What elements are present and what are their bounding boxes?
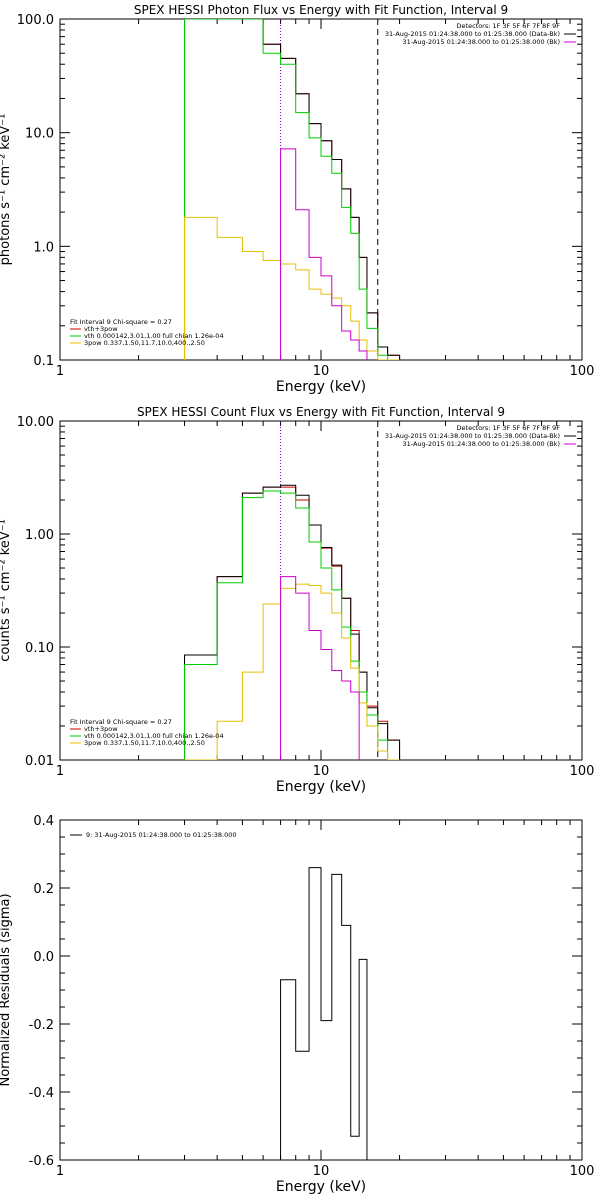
residuals-panel: 1 10 100 -0.6 -0.4 -0.2 0.0 0.2 0.4 Energy (keV) N… xyxy=(0,814,594,1195)
data-layer xyxy=(280,867,368,1160)
x-tick-label: 1 xyxy=(56,1164,64,1179)
legend-tl-text: 9: 31-Aug-2015 01:24:38.000 to 01:25:38.… xyxy=(86,831,237,839)
series-2-histogram xyxy=(184,19,400,360)
legend-bl-text: vth+3pow xyxy=(84,325,118,333)
count-flux-panel: 1 10 100 0.01 0.10 1.00 10.00 SPEX HESSI Count … xyxy=(0,405,594,795)
y-tick-label: 1.0 xyxy=(33,240,54,255)
legend-bl-text: 3pow 0.337,1.50,11.7,10.0,400.,2.50 xyxy=(84,339,205,347)
legend-bl-text: vth 0.000142,3.01,1.00 full chian 1.26e-… xyxy=(84,732,224,740)
series-3-histogram xyxy=(184,583,400,760)
y-tick-label: -0.4 xyxy=(29,1086,54,1101)
legend-bl-text: vth+3pow xyxy=(84,725,118,733)
y-axis-label: Normalized Residuals (sigma) xyxy=(0,893,13,1086)
series-4-histogram xyxy=(280,576,360,760)
y-axis-label: photons s⁻¹ cm⁻² keV⁻¹ xyxy=(0,114,13,266)
series-3-histogram xyxy=(184,216,400,360)
legend-bl-text: Fit Interval 9 Chi-square = 0.27 xyxy=(70,718,172,726)
legend-bl-text: vth 0.000142,3.01,1.00 full chian 1.26e-… xyxy=(84,332,224,340)
data-layer xyxy=(184,484,401,760)
legend-bl-text: Fit Interval 9 Chi-square = 0.27 xyxy=(70,318,172,326)
series-4-histogram xyxy=(280,148,368,360)
legend-tr-text: 31-Aug-2015 01:24:38.000 to 01:25:38.000… xyxy=(385,432,560,440)
plot-frame xyxy=(59,18,583,361)
y-tick-label: 0.0 xyxy=(33,950,54,965)
legend-tr-text: 31-Aug-2015 01:24:38.000 to 01:25:38.000… xyxy=(403,38,560,46)
x-tick-label: 10 xyxy=(313,364,330,379)
series-0-histogram xyxy=(280,867,368,1160)
legend-tr-text: Detectors: 1F 3F 5F 6F 7F 8F 9F xyxy=(457,424,561,432)
y-tick-label: 0.10 xyxy=(25,641,54,656)
x-tick-label: 10 xyxy=(313,764,330,779)
y-tick-label: 10.00 xyxy=(17,415,54,430)
chart-title: SPEX HESSI Count Flux vs Energy with Fit… xyxy=(137,405,505,419)
y-tick-label: 0.1 xyxy=(33,354,54,369)
x-axis-label: Energy (keV) xyxy=(276,779,366,795)
y-tick-label: 0.01 xyxy=(25,754,54,769)
legend-bl-text: 3pow 0.337,1.50,11.7,10.0,400.,2.50 xyxy=(84,739,205,747)
y-tick-label: -0.6 xyxy=(29,1154,54,1169)
x-axis-label: Energy (keV) xyxy=(276,379,366,395)
x-tick-label: 10 xyxy=(313,1164,330,1179)
y-axis-label: counts s⁻¹ cm⁻² keV⁻¹ xyxy=(0,519,13,662)
series-1-histogram xyxy=(184,484,401,760)
x-tick-label: 100 xyxy=(570,764,595,779)
y-tick-label: 100.0 xyxy=(17,13,54,28)
data-layer xyxy=(184,19,401,360)
x-axis-label: Energy (keV) xyxy=(276,1179,366,1195)
x-tick-label: 100 xyxy=(570,364,595,379)
y-tick-label: 0.4 xyxy=(33,814,54,829)
chart-title: SPEX HESSI Photon Flux vs Energy with Fi… xyxy=(134,3,508,17)
legend-tr-text: Detectors: 1F 3F 5F 6F 7F 8F 9F xyxy=(457,22,561,30)
photon-flux-panel: 1 10 100 0.1 1.0 10.0 100.0 SPEX HESSI Photon F… xyxy=(0,3,594,395)
y-tick-label: 1.00 xyxy=(25,528,54,543)
x-tick-label: 1 xyxy=(56,764,64,779)
y-tick-label: 10.0 xyxy=(25,127,54,142)
x-tick-label: 100 xyxy=(570,1164,595,1179)
legend-tr-text: 31-Aug-2015 01:24:38.000 to 01:25:38.000… xyxy=(403,440,560,448)
x-tick-label: 1 xyxy=(56,364,64,379)
y-tick-label: 0.2 xyxy=(33,882,54,897)
y-tick-label: -0.2 xyxy=(29,1018,54,1033)
legend-tr-text: 31-Aug-2015 01:24:38.000 to 01:25:38.000… xyxy=(385,30,560,38)
